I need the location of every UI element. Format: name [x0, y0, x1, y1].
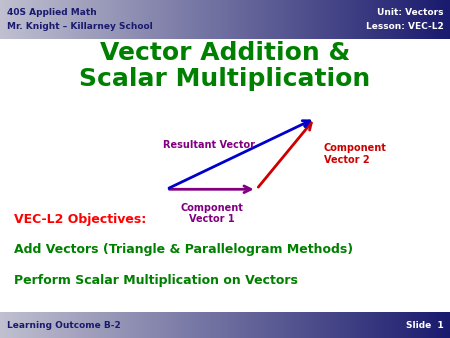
Text: Unit: Vectors
Lesson: VEC-L2: Unit: Vectors Lesson: VEC-L2: [365, 8, 443, 30]
Text: VEC-L2 Objectives:: VEC-L2 Objectives:: [14, 213, 146, 226]
Text: Resultant Vector: Resultant Vector: [163, 140, 255, 150]
Text: Learning Outcome B-2: Learning Outcome B-2: [7, 321, 121, 330]
Text: 40S Applied Math
Mr. Knight – Killarney School: 40S Applied Math Mr. Knight – Killarney …: [7, 8, 153, 30]
Text: Vector Addition &
Scalar Multiplication: Vector Addition & Scalar Multiplication: [79, 41, 371, 91]
Text: Perform Scalar Multiplication on Vectors: Perform Scalar Multiplication on Vectors: [14, 274, 297, 287]
Text: Component
Vector 2: Component Vector 2: [324, 143, 387, 165]
Text: Add Vectors (Triangle & Parallelogram Methods): Add Vectors (Triangle & Parallelogram Me…: [14, 243, 353, 256]
Text: Slide  1: Slide 1: [405, 321, 443, 330]
Text: Component
Vector 1: Component Vector 1: [180, 203, 243, 224]
